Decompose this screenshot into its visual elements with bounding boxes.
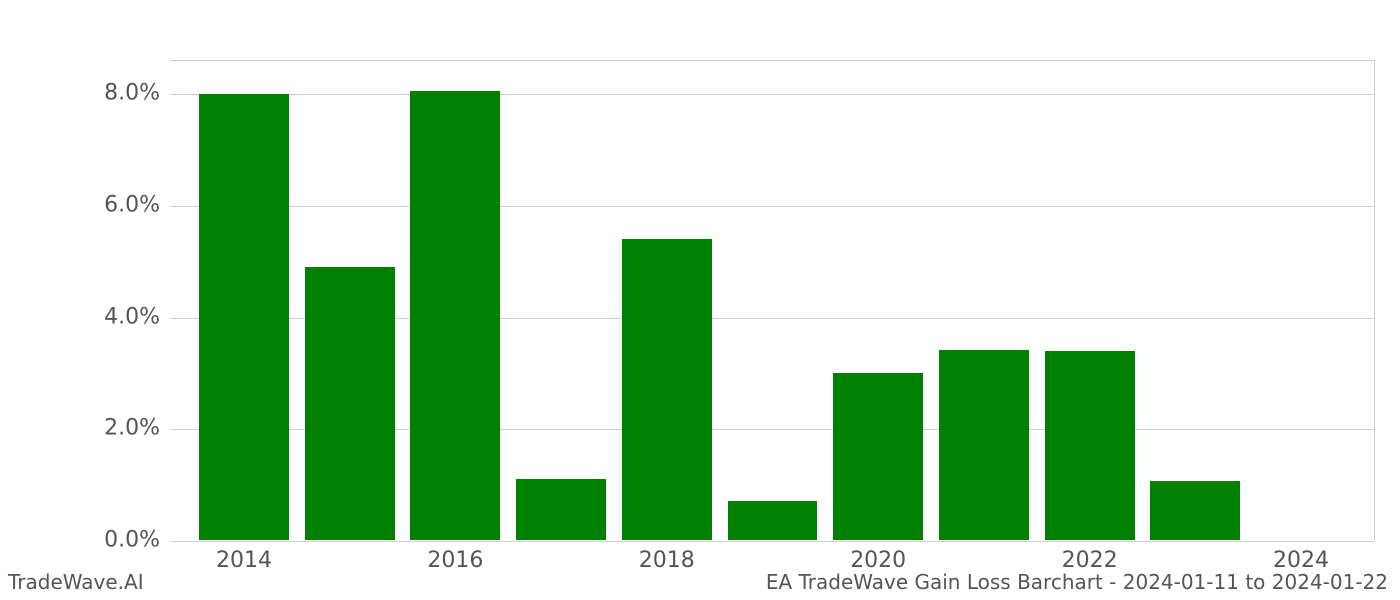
bar: [1150, 481, 1240, 540]
footer-brand: TradeWave.AI: [8, 570, 144, 594]
bar: [728, 501, 818, 540]
x-tick-label: 2016: [427, 548, 483, 573]
bar: [833, 373, 923, 540]
gridline: [170, 94, 1374, 95]
x-tick-label: 2020: [850, 548, 906, 573]
y-tick-label: 0.0%: [90, 528, 160, 553]
footer-caption: EA TradeWave Gain Loss Barchart - 2024-0…: [766, 570, 1388, 594]
bar: [622, 239, 712, 540]
x-tick-label: 2018: [639, 548, 695, 573]
bar: [410, 91, 500, 540]
x-tick-label: 2022: [1062, 548, 1118, 573]
y-tick-label: 2.0%: [90, 416, 160, 441]
chart-plot-area: [170, 60, 1375, 540]
y-tick-label: 6.0%: [90, 193, 160, 218]
bar: [305, 267, 395, 540]
bar: [516, 479, 606, 540]
bar: [939, 350, 1029, 540]
y-tick-label: 8.0%: [90, 81, 160, 106]
gridline: [170, 541, 1374, 542]
y-tick-label: 4.0%: [90, 304, 160, 329]
x-tick-label: 2024: [1273, 548, 1329, 573]
bar: [199, 94, 289, 541]
gridline: [170, 206, 1374, 207]
x-tick-label: 2014: [216, 548, 272, 573]
bar: [1045, 351, 1135, 540]
